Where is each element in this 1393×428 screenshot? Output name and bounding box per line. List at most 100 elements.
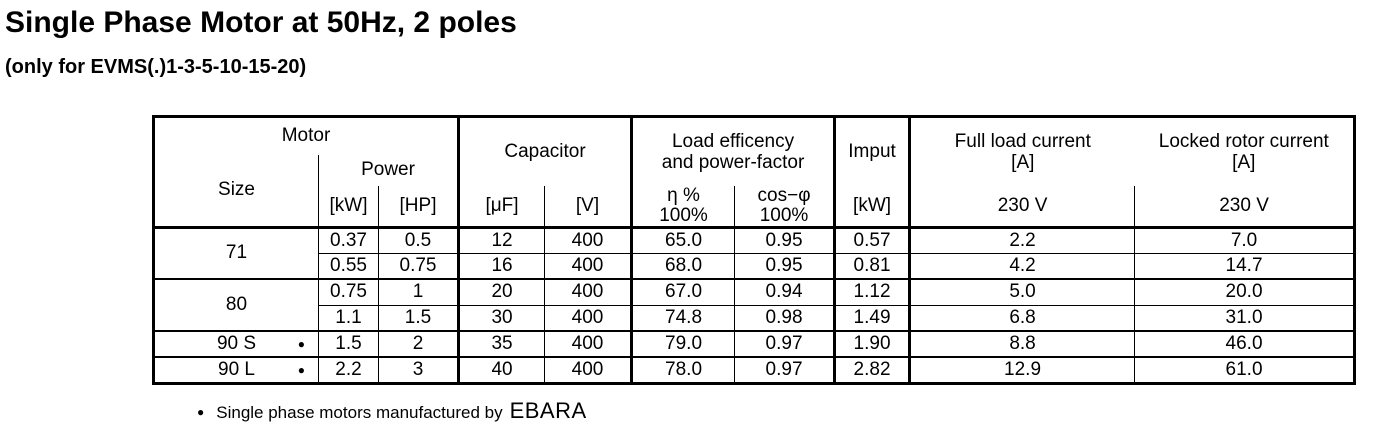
table-row: 0.55 0.75 16 400 68.0 0.95 0.81 4.2 14.7 xyxy=(154,252,1355,279)
uf-cell: 40 xyxy=(457,356,545,383)
v-cell: 400 xyxy=(544,304,632,331)
header-cos-line2: 100% xyxy=(759,204,809,226)
header-power-kw-unit: [kW] xyxy=(318,185,379,227)
input-kw-cell: 1.12 xyxy=(833,278,910,305)
cos-cell: 0.95 xyxy=(734,252,835,279)
motor-spec-table-container: Motor Capacitor Load efficency and power… xyxy=(152,115,1357,385)
footnote-text: Single phase motors manufactured by xyxy=(216,403,503,422)
header-load-efficiency-line1: Load efficency xyxy=(671,130,795,152)
uf-cell: 30 xyxy=(457,304,545,331)
header-input-unit: [kW] xyxy=(833,185,910,227)
eta-cell: 79.0 xyxy=(630,330,735,357)
v-cell: 400 xyxy=(544,225,632,253)
kw-cell: 0.37 xyxy=(318,225,379,253)
header-capacitor: Capacitor xyxy=(457,116,632,186)
eta-cell: 65.0 xyxy=(630,225,735,253)
header-locked-rotor-line2: [A] xyxy=(1232,151,1256,173)
v-cell: 400 xyxy=(544,330,632,357)
size-cell-71: 71 xyxy=(153,225,319,279)
locked-rotor-cell: 7.0 xyxy=(1134,225,1355,253)
input-kw-cell: 2.82 xyxy=(833,356,910,383)
header-full-load-line2: [A] xyxy=(1011,151,1035,173)
hp-cell: 3 xyxy=(377,356,459,383)
header-cos-phi: cos−φ 100% xyxy=(734,185,835,227)
footnote-bullet-icon: ● xyxy=(197,405,205,419)
motor-spec-table: Motor Capacitor Load efficency and power… xyxy=(152,115,1357,385)
header-full-load-voltage: 230 V xyxy=(908,185,1135,227)
size-cell-90l: 90 L ● xyxy=(153,356,319,383)
table-row: 90 L ● 2.2 3 40 400 78.0 0.97 2.82 12.9 … xyxy=(153,356,1355,383)
v-cell: 400 xyxy=(544,252,632,279)
header-load-efficiency: Load efficency and power-factor xyxy=(630,116,835,186)
table-row: 71 0.37 0.5 12 400 65.0 0.95 0.57 2.2 7.… xyxy=(153,225,1355,279)
full-load-cell: 4.2 xyxy=(908,252,1135,279)
input-kw-cell: 0.57 xyxy=(833,225,910,253)
v-cell: 400 xyxy=(544,356,632,383)
footnote: ● Single phase motors manufactured by EB… xyxy=(197,398,587,424)
full-load-cell: 2.2 xyxy=(908,225,1135,253)
header-full-load-line1: Full load current xyxy=(954,130,1091,152)
full-load-cell: 5.0 xyxy=(908,278,1135,305)
header-cos-line1: cos−φ xyxy=(757,185,811,206)
header-motor: Motor xyxy=(281,125,331,147)
kw-cell: 1.5 xyxy=(318,330,379,357)
header-locked-rotor-current: Locked rotor current [A] xyxy=(1135,117,1355,186)
table-row: 90 S ● 1.5 2 35 400 79.0 0.97 1.90 8.8 4… xyxy=(153,330,1355,357)
size-label: 90 L xyxy=(218,358,255,380)
hp-cell: 1 xyxy=(377,278,459,305)
locked-rotor-cell: 20.0 xyxy=(1134,278,1355,305)
locked-rotor-cell: 31.0 xyxy=(1134,304,1355,331)
locked-rotor-cell: 14.7 xyxy=(1134,252,1355,279)
footnote-brand: EBARA xyxy=(509,398,587,423)
kw-cell: 2.2 xyxy=(318,356,379,383)
size-label: 90 S xyxy=(216,333,257,354)
page-title: Single Phase Motor at 50Hz, 2 poles xyxy=(5,6,517,39)
input-kw-cell: 1.90 xyxy=(833,330,910,357)
hp-cell: 2 xyxy=(377,330,459,357)
header-capacitor-v-unit: [V] xyxy=(544,185,632,227)
cos-cell: 0.97 xyxy=(734,356,835,383)
cos-cell: 0.98 xyxy=(734,304,835,331)
locked-rotor-cell: 61.0 xyxy=(1134,356,1355,383)
header-power-hp-unit: [HP] xyxy=(377,185,459,227)
input-kw-cell: 1.49 xyxy=(833,304,910,331)
cos-cell: 0.95 xyxy=(734,225,835,253)
kw-cell: 0.55 xyxy=(318,252,379,279)
kw-cell: 0.75 xyxy=(318,278,379,305)
header-locked-rotor-voltage: 230 V xyxy=(1134,185,1355,227)
full-load-cell: 6.8 xyxy=(908,304,1135,331)
locked-rotor-cell: 46.0 xyxy=(1134,330,1355,357)
hp-cell: 0.75 xyxy=(377,252,459,279)
header-eta: η % 100% xyxy=(630,185,735,227)
cos-cell: 0.97 xyxy=(734,330,835,357)
header-power: Power xyxy=(317,154,459,186)
ebara-bullet-icon: ● xyxy=(297,337,305,351)
cos-cell: 0.94 xyxy=(734,278,835,305)
hp-cell: 0.5 xyxy=(377,225,459,253)
full-load-cell: 8.8 xyxy=(908,330,1135,357)
eta-cell: 74.8 xyxy=(630,304,735,331)
full-load-cell: 12.9 xyxy=(908,356,1135,383)
header-locked-rotor-line1: Locked rotor current xyxy=(1158,130,1329,152)
uf-cell: 16 xyxy=(457,252,545,279)
size-cell-80: 80 xyxy=(153,278,319,331)
table-row: 1.1 1.5 30 400 74.8 0.98 1.49 6.8 31.0 xyxy=(154,304,1355,331)
v-cell: 400 xyxy=(544,278,632,305)
kw-cell: 1.1 xyxy=(318,304,379,331)
hp-cell: 1.5 xyxy=(377,304,459,331)
page-subtitle: (only for EVMS(.)1-3-5-10-15-20) xyxy=(5,56,307,78)
ebara-bullet-icon: ● xyxy=(297,362,305,377)
header-load-efficiency-line2: and power-factor xyxy=(661,151,805,173)
header-input: Imput xyxy=(833,116,910,186)
input-kw-cell: 0.81 xyxy=(833,252,910,279)
eta-cell: 67.0 xyxy=(630,278,735,305)
eta-cell: 68.0 xyxy=(630,252,735,279)
header-eta-line2: 100% xyxy=(659,204,708,226)
eta-cell: 78.0 xyxy=(630,356,735,383)
uf-cell: 12 xyxy=(457,225,545,253)
header-full-load-current: Full load current [A] xyxy=(908,116,1135,186)
uf-cell: 20 xyxy=(457,278,545,305)
header-size: Size xyxy=(218,179,255,200)
uf-cell: 35 xyxy=(457,330,545,357)
header-eta-line1: η % xyxy=(667,185,700,206)
